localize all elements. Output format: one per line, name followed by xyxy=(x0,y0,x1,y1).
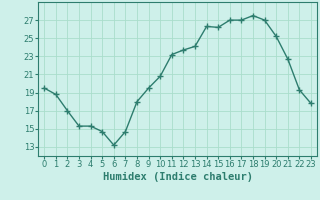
X-axis label: Humidex (Indice chaleur): Humidex (Indice chaleur) xyxy=(103,172,252,182)
